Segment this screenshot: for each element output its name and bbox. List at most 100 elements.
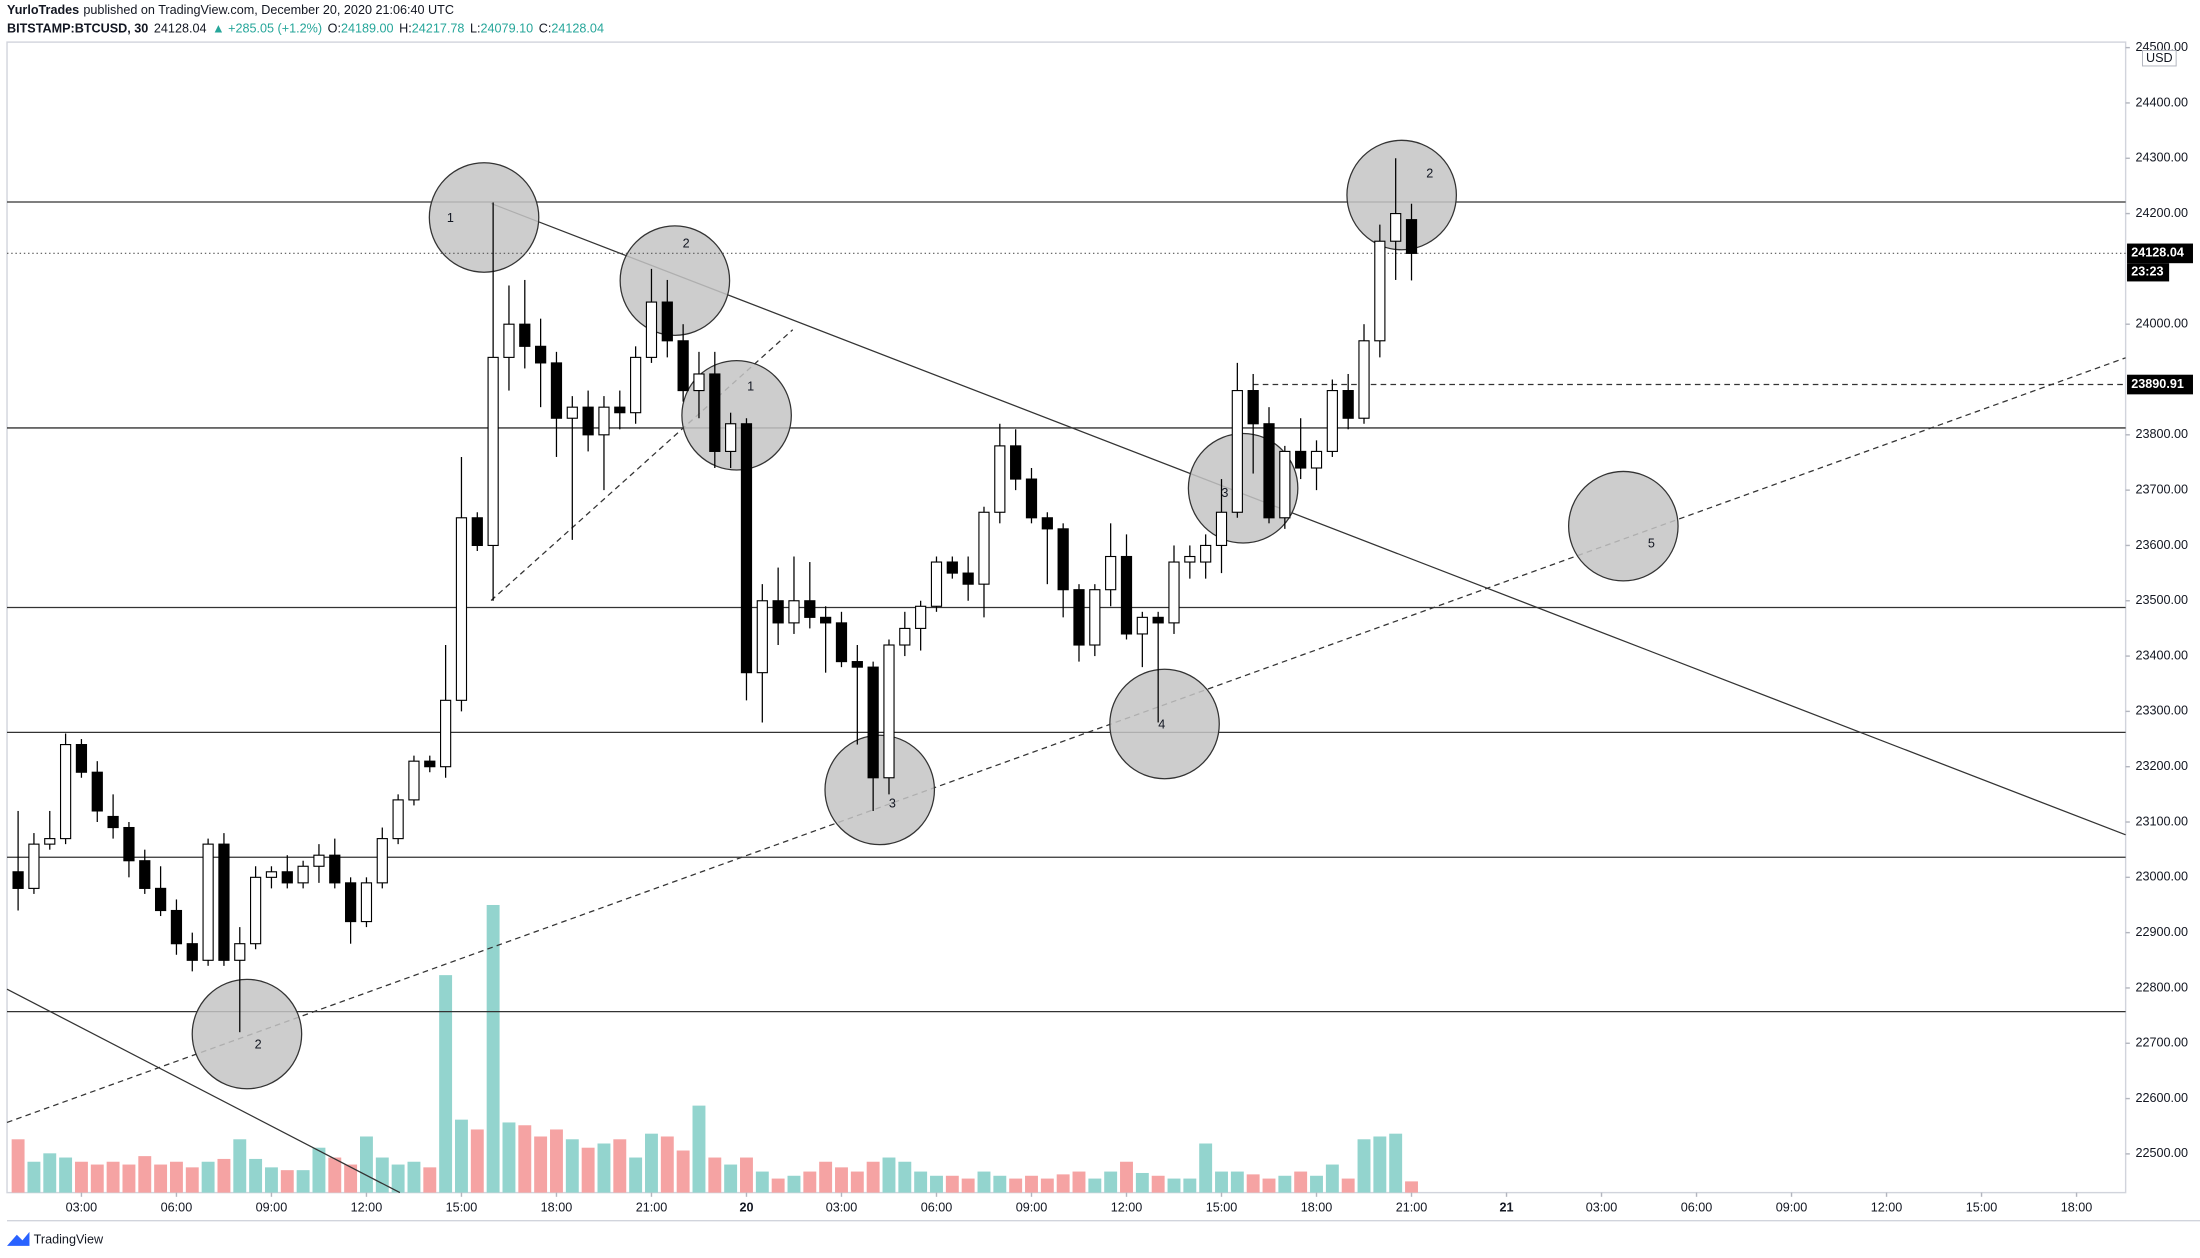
volume-bar — [43, 1153, 57, 1193]
volume-bar — [629, 1157, 643, 1193]
volume-bar — [1246, 1174, 1260, 1193]
last-price-box — [2127, 243, 2193, 264]
volume-bar — [1357, 1139, 1371, 1193]
candle-body — [202, 843, 214, 961]
candle-body — [535, 345, 547, 364]
volume-bar — [455, 1119, 468, 1193]
y-tick-label: 22700.00 — [2135, 1036, 2188, 1050]
symbol-line: BITSTAMP:BTCUSD, 30 24128.04 ▲ +285.05 (+1… — [7, 22, 604, 36]
annotation-label: 2 — [683, 236, 690, 250]
x-tick-label: 21:00 — [636, 1200, 668, 1214]
volume-bar — [930, 1175, 943, 1193]
annotation-label: 1 — [747, 380, 754, 394]
y-tick-label: 24000.00 — [2135, 317, 2188, 331]
volume-bar — [945, 1175, 959, 1193]
ohlc-value: 24217.78 — [412, 22, 465, 36]
y-tick-label: 24400.00 — [2135, 95, 2188, 109]
candle-body — [329, 854, 341, 884]
ohlc-key: H: — [399, 22, 412, 36]
volume-bar — [470, 1129, 484, 1193]
candle-body — [1358, 340, 1370, 419]
candle-body — [487, 356, 499, 547]
candle-body — [725, 423, 737, 452]
candle-body — [392, 799, 404, 840]
annotation-circle — [1567, 470, 1679, 582]
candle-body — [867, 666, 879, 779]
volume-bar — [375, 1157, 389, 1193]
volume-bar — [138, 1156, 152, 1193]
annotation-circle — [1346, 139, 1458, 251]
candle-body — [1057, 528, 1069, 591]
volume-bar — [866, 1161, 880, 1193]
candle-body — [756, 600, 768, 674]
candle-body — [345, 882, 357, 923]
volume-bar — [597, 1143, 611, 1193]
volume-bar — [676, 1150, 690, 1193]
y-tick-label: 22900.00 — [2135, 925, 2188, 939]
volume-bar — [565, 1139, 579, 1193]
candle-body — [740, 423, 753, 674]
x-tick-label: 18:00 — [1301, 1200, 1333, 1214]
x-tick-label: 03:00 — [66, 1200, 98, 1214]
trend-line — [6, 988, 401, 1194]
candle-body — [376, 838, 388, 884]
volume-bar — [1389, 1133, 1403, 1193]
candle-body — [1089, 589, 1101, 646]
volume-bar — [74, 1161, 88, 1193]
candle-body — [360, 882, 373, 923]
candle-body — [978, 511, 990, 585]
x-tick-label: 20 — [739, 1200, 753, 1214]
candle-body — [408, 760, 420, 801]
volume-bar — [1405, 1181, 1418, 1193]
x-tick-label: 18:00 — [541, 1200, 573, 1214]
change: ▲ +285.05 (+1.2%) — [212, 22, 322, 36]
volume-bar — [1072, 1171, 1086, 1193]
y-tick-label: 23800.00 — [2135, 427, 2188, 441]
volume-bar — [106, 1161, 120, 1193]
volume-bar — [486, 904, 500, 1193]
candle-body — [1310, 450, 1323, 469]
x-tick-label: 12:00 — [351, 1200, 383, 1214]
author: YurloTrades — [7, 4, 79, 18]
volume-bar — [1310, 1175, 1323, 1193]
volume-bar — [914, 1171, 928, 1193]
volume-bar — [613, 1139, 627, 1193]
candle-body — [899, 627, 911, 646]
volume-bar — [423, 1167, 437, 1193]
y-tick-label: 23000.00 — [2135, 870, 2188, 884]
volume-bar — [660, 1136, 674, 1193]
y-tick-label: 23400.00 — [2135, 648, 2188, 662]
volume-bar — [27, 1161, 41, 1193]
candle-body — [154, 887, 167, 912]
candle-body — [250, 876, 262, 945]
candle-body — [139, 860, 151, 889]
volume-bar — [1056, 1174, 1070, 1193]
volume-bar — [819, 1161, 833, 1193]
annotation-circle — [824, 734, 936, 846]
candle-body — [1295, 450, 1307, 469]
volume-bar — [407, 1161, 421, 1193]
y-tick-label: 23700.00 — [2135, 482, 2188, 496]
volume-bar — [1230, 1171, 1244, 1193]
y-tick-label: 23500.00 — [2135, 593, 2188, 607]
candle-body — [1342, 390, 1354, 419]
volume-bar — [391, 1164, 405, 1193]
volume-bar — [11, 1139, 25, 1193]
candle-body — [582, 406, 594, 436]
brand: TradingView — [7, 1231, 104, 1247]
x-tick-label: 09:00 — [256, 1200, 288, 1214]
candle-body — [1390, 213, 1402, 242]
candle-body — [1105, 555, 1117, 591]
brand-logo — [7, 1231, 30, 1246]
volume-bar — [1025, 1175, 1038, 1193]
volume-bar — [787, 1175, 801, 1193]
trend-line-dashed — [6, 357, 2126, 1124]
volume-bar — [439, 975, 453, 1193]
currency: USD — [2146, 51, 2173, 65]
candle-body — [994, 445, 1006, 513]
candle-body — [1200, 544, 1212, 563]
alert-price-label: 23890.91 — [2131, 377, 2184, 391]
volume-bar — [1167, 1178, 1181, 1193]
volume-bar — [502, 1122, 516, 1193]
